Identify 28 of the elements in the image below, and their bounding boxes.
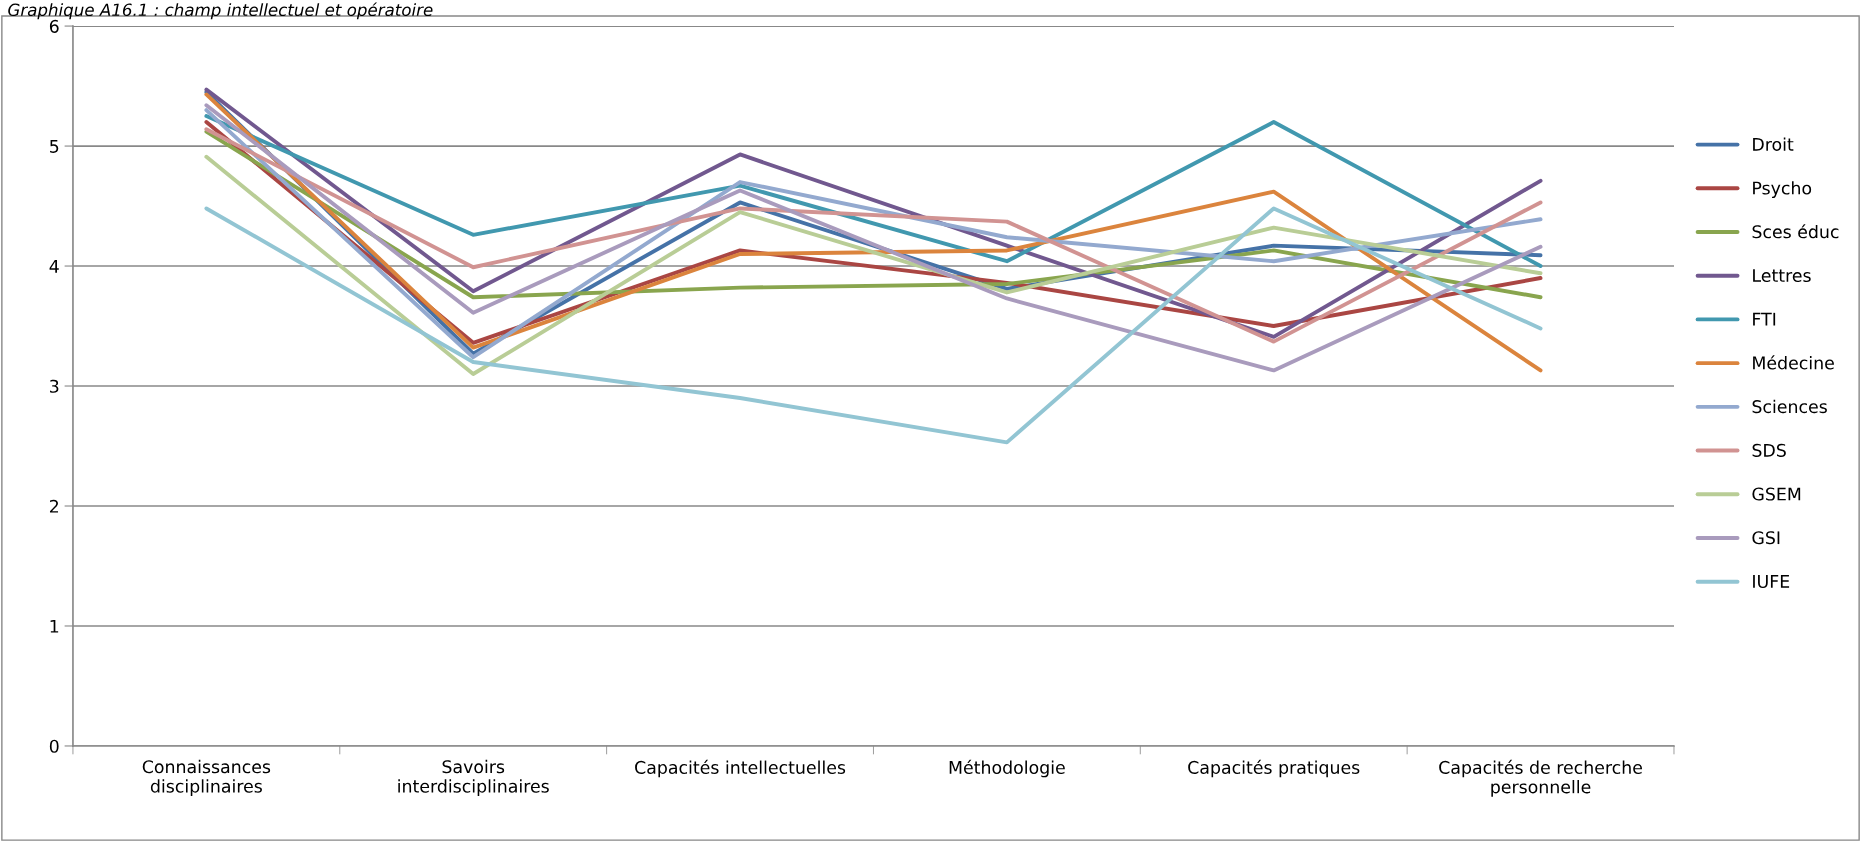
legend-label: SDS	[1752, 443, 1786, 457]
line-series	[204, 154, 1543, 376]
legend-label: Psycho	[1753, 181, 1812, 198]
legend-label: Sces éduc	[1752, 224, 1839, 239]
x-tick-label: Capacités de recherche personnelle	[1439, 759, 1642, 797]
y-tick-label: 4	[49, 259, 59, 273]
y-tick-label: 6	[49, 19, 59, 33]
legend-label: FTI	[1753, 312, 1776, 326]
chart-title: Graphique A16.1 : champ intellectuel et opératoire	[8, 2, 433, 20]
y-tick-label: 2	[49, 499, 59, 513]
legend-label: Sciences	[1752, 399, 1827, 414]
x-tick-label: Capacités pratiques	[1188, 759, 1360, 778]
x-tick-label: Méthodologie	[949, 759, 1065, 778]
line-series	[204, 206, 1543, 445]
legend-label: Médecine	[1753, 355, 1834, 370]
x-tick-label: Connaissances disciplinaires	[142, 759, 271, 797]
y-tick-label: 3	[50, 379, 59, 393]
line-series	[204, 114, 1543, 268]
y-tick-label: 0	[49, 739, 59, 753]
y-tick-label: 1	[50, 619, 59, 633]
legend-label: GSI	[1752, 531, 1780, 545]
legend-label: IUFE	[1753, 575, 1790, 589]
legend-label: GSEM	[1752, 487, 1801, 501]
y-tick-label: 5	[50, 139, 59, 153]
legend-label: Droit	[1753, 137, 1794, 151]
legend-label: Lettres	[1753, 269, 1811, 283]
x-tick-label: Savoirs interdisciplinaires	[398, 759, 549, 797]
x-tick-label: Capacités intellectuelles	[635, 759, 846, 778]
